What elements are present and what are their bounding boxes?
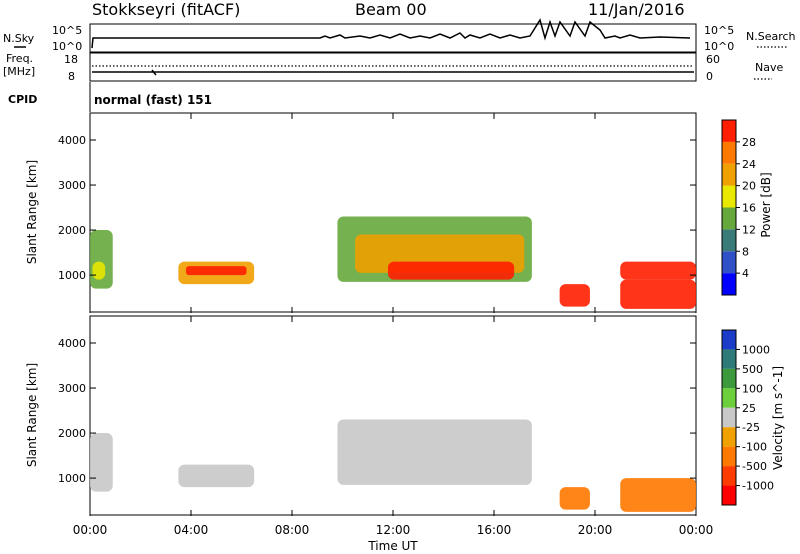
freq-label-line1: Freq. bbox=[6, 52, 33, 65]
velocity-y-tick-label: 4000 bbox=[58, 337, 86, 350]
nsearch-label: N.Search bbox=[746, 30, 796, 43]
power-colorbar-segment bbox=[722, 273, 736, 295]
velocity-colorbar: 1000 500 100 25 -25 -100 -500 -1000 bbox=[721, 329, 774, 506]
nsky-trace bbox=[91, 18, 691, 49]
nave-label: Nave bbox=[755, 61, 783, 74]
power-panel: 1000 2000 3000 4000 Slant Range [km] 4 8 12 16… bbox=[25, 112, 773, 313]
velocity-y-tick-label: 3000 bbox=[58, 382, 86, 395]
beam-title: Beam 00 bbox=[355, 0, 427, 19]
velocity-colorbar-segment bbox=[722, 368, 736, 389]
velocity-colorbar-tick-label: 1000 bbox=[742, 343, 770, 356]
power-colorbar-segment bbox=[722, 229, 736, 252]
velocity-colorbar-label: Velocity [m s^-1] bbox=[771, 366, 785, 470]
velocity-panel: 1000 2000 3000 4000 Slant Range [km] 1000 50… bbox=[25, 315, 785, 516]
velocity-colorbar-segment bbox=[722, 427, 736, 447]
nsky-tick-top: 10^5 bbox=[52, 24, 82, 37]
velocity-echo-region bbox=[337, 419, 532, 485]
velocity-colorbar-segment bbox=[722, 485, 736, 505]
velocity-colorbar-tick-label: 25 bbox=[742, 402, 756, 415]
velocity-colorbar-tick-label: 500 bbox=[742, 363, 763, 376]
nave-tick-bottom: 0 bbox=[706, 70, 713, 83]
cpid-value: normal (fast) 151 bbox=[94, 93, 212, 107]
cpid-label: CPID bbox=[8, 93, 37, 106]
nsearch-tick-bottom: 10^0 bbox=[704, 40, 734, 53]
power-colorbar-segment bbox=[722, 207, 736, 230]
freq-tick-bottom: 8 bbox=[68, 70, 75, 83]
x-tick-label: 08:00 bbox=[275, 523, 310, 537]
x-tick-label: 00:00 bbox=[679, 523, 714, 537]
power-colorbar-tick-label: 28 bbox=[742, 136, 756, 149]
power-echo-region bbox=[559, 284, 590, 307]
freq-label-line2: [MHz] bbox=[3, 65, 35, 78]
x-axis-label: Time UT bbox=[367, 539, 418, 553]
power-echo-region bbox=[90, 230, 113, 289]
power-y-ticks: 1000 2000 3000 4000 bbox=[58, 134, 696, 282]
power-colorbar-segment bbox=[722, 163, 736, 186]
velocity-colorbar-tick-label: -100 bbox=[742, 441, 767, 454]
x-tick-label: 12:00 bbox=[376, 523, 411, 537]
freq-glitch bbox=[151, 69, 157, 76]
power-colorbar-tick-label: 16 bbox=[742, 202, 756, 215]
velocity-colorbar-segment bbox=[722, 407, 736, 428]
nsearch-tick-top: 10^5 bbox=[704, 24, 734, 37]
nsky-panel bbox=[89, 23, 697, 53]
nave-tick-top: 60 bbox=[706, 53, 720, 66]
power-colorbar-segment bbox=[722, 120, 736, 142]
velocity-colorbar-segment bbox=[722, 466, 736, 486]
x-tick-label: 16:00 bbox=[477, 523, 512, 537]
x-tick-label: 00:00 bbox=[73, 523, 108, 537]
power-echo-region bbox=[620, 261, 696, 280]
velocity-colorbar-segment bbox=[722, 349, 736, 369]
velocity-colorbar-tick-label: -25 bbox=[742, 421, 760, 434]
x-axis-ticks: 00:00 04:00 08:00 12:00 16:00 20:00 00:00 bbox=[73, 113, 714, 537]
velocity-echo-region bbox=[90, 433, 113, 492]
power-colorbar-tick-label: 20 bbox=[742, 180, 756, 193]
velocity-y-ticks: 1000 2000 3000 4000 bbox=[58, 337, 696, 485]
power-colorbar-label: Power [dB] bbox=[759, 172, 773, 237]
power-features bbox=[90, 216, 696, 309]
velocity-y-tick-label: 2000 bbox=[58, 427, 86, 440]
power-echo-region bbox=[92, 261, 106, 280]
x-tick-label: 20:00 bbox=[578, 523, 613, 537]
nsky-label: N.Sky bbox=[3, 32, 35, 45]
velocity-features bbox=[90, 419, 696, 512]
power-colorbar-segment bbox=[722, 141, 736, 164]
velocity-y-tick-label: 1000 bbox=[58, 472, 86, 485]
velocity-colorbar-segment bbox=[722, 388, 736, 408]
power-y-tick-label: 4000 bbox=[58, 134, 86, 147]
velocity-colorbar-tick-label: -1000 bbox=[742, 480, 774, 493]
freq-panel bbox=[89, 52, 697, 82]
station-title: Stokkseyri (fitACF) bbox=[92, 0, 240, 19]
nsky-tick-bottom: 10^0 bbox=[52, 40, 82, 53]
power-colorbar-tick-label: 12 bbox=[742, 223, 756, 236]
power-y-axis-label: Slant Range [km] bbox=[25, 160, 39, 264]
date-title: 11/Jan/2016 bbox=[588, 0, 685, 19]
power-colorbar-tick-label: 4 bbox=[742, 267, 749, 280]
x-tick-label: 04:00 bbox=[174, 523, 209, 537]
power-y-tick-label: 1000 bbox=[58, 269, 86, 282]
velocity-colorbar-frame bbox=[721, 329, 737, 506]
velocity-y-axis-label: Slant Range [km] bbox=[25, 363, 39, 467]
power-echo-region bbox=[387, 261, 515, 280]
freq-tick-top: 18 bbox=[64, 53, 78, 66]
velocity-colorbar-tick-label: -500 bbox=[742, 460, 767, 473]
velocity-colorbar-segment bbox=[722, 330, 736, 350]
velocity-echo-region bbox=[178, 464, 255, 488]
velocity-colorbar-segment bbox=[722, 446, 736, 467]
power-y-tick-label: 2000 bbox=[58, 224, 86, 237]
power-colorbar: 4 8 12 16 20 24 28 bbox=[721, 119, 756, 296]
power-colorbar-segment bbox=[722, 185, 736, 208]
power-colorbar-tick-label: 24 bbox=[742, 158, 756, 171]
velocity-echo-region bbox=[620, 478, 696, 512]
power-colorbar-tick-label: 8 bbox=[742, 245, 749, 258]
power-y-tick-label: 3000 bbox=[58, 179, 86, 192]
power-colorbar-segment bbox=[722, 251, 736, 274]
power-echo-region bbox=[620, 279, 696, 309]
velocity-echo-region bbox=[559, 487, 590, 510]
power-echo-region bbox=[185, 266, 247, 276]
velocity-colorbar-tick-label: 100 bbox=[742, 382, 763, 395]
